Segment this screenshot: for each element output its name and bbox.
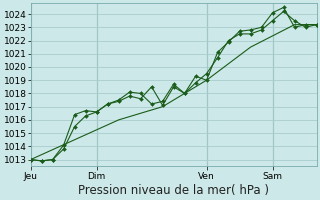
X-axis label: Pression niveau de la mer( hPa ): Pression niveau de la mer( hPa ) bbox=[78, 184, 269, 197]
